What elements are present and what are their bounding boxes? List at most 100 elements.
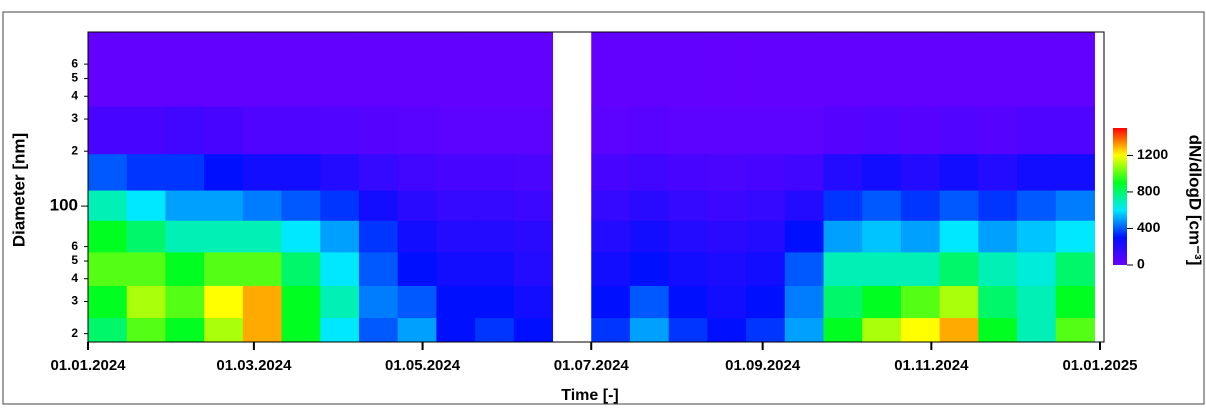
heatmap-cell bbox=[978, 190, 1018, 221]
heatmap-cell bbox=[1055, 220, 1095, 253]
heatmap-cell bbox=[88, 220, 128, 253]
heatmap-cell bbox=[823, 220, 863, 253]
heatmap-cell bbox=[165, 220, 205, 253]
heatmap-cell bbox=[397, 285, 437, 319]
heatmap-cell bbox=[242, 190, 283, 221]
heatmap-cell bbox=[320, 251, 360, 286]
heatmap-cell bbox=[242, 285, 283, 319]
heatmap-cell bbox=[862, 32, 902, 107]
heatmap-cell bbox=[242, 106, 283, 155]
heatmap-cell bbox=[668, 153, 708, 191]
heatmap-cell bbox=[242, 251, 283, 286]
heatmap-cell bbox=[320, 285, 360, 319]
heatmap-cell bbox=[397, 251, 437, 286]
heatmap-cell bbox=[629, 285, 670, 319]
heatmap-cell bbox=[784, 220, 824, 253]
heatmap-cell bbox=[978, 32, 1018, 107]
heatmap-cell bbox=[900, 153, 941, 191]
heatmap-cell bbox=[126, 285, 166, 319]
x-tick-label: 01.09.2024 bbox=[725, 357, 801, 374]
heatmap-cell bbox=[1017, 153, 1057, 191]
x-axis-label: Time [-] bbox=[561, 387, 618, 404]
x-tick-label: 01.11.2024 bbox=[894, 357, 969, 374]
heatmap-cell bbox=[978, 220, 1018, 253]
heatmap-cell bbox=[320, 106, 360, 155]
heatmap-cell bbox=[320, 153, 360, 191]
heatmap-cell bbox=[475, 220, 515, 253]
heatmap-cell bbox=[436, 153, 476, 191]
heatmap-cell bbox=[165, 32, 205, 107]
heatmap-cell bbox=[88, 106, 128, 155]
heatmap-cell bbox=[900, 285, 941, 319]
cells bbox=[88, 32, 1095, 342]
heatmap-cell bbox=[591, 153, 631, 191]
heatmap-cell bbox=[126, 153, 166, 191]
heatmap-cell bbox=[823, 251, 863, 286]
y-tick-label: 4 bbox=[71, 88, 78, 102]
heatmap-cell bbox=[513, 220, 554, 253]
heatmap-cell bbox=[320, 220, 360, 253]
heatmap-cell bbox=[746, 317, 786, 342]
heatmap-cell bbox=[204, 251, 244, 286]
heatmap-cell bbox=[939, 317, 979, 342]
heatmap-cell bbox=[823, 190, 863, 221]
heatmap-cell bbox=[900, 32, 941, 107]
heatmap-cell bbox=[823, 106, 863, 155]
heatmap-cell bbox=[784, 317, 824, 342]
heatmap-cell bbox=[900, 190, 941, 221]
heatmap-cell bbox=[1055, 32, 1095, 107]
heatmap-cell bbox=[707, 285, 747, 319]
plot-frame bbox=[87, 31, 1105, 343]
heatmap-cell bbox=[397, 317, 437, 342]
heatmap-cell bbox=[707, 153, 747, 191]
heatmap-cell bbox=[591, 317, 631, 342]
heatmap-cell bbox=[281, 285, 321, 319]
heatmap-cell bbox=[862, 106, 902, 155]
heatmap-cell bbox=[746, 220, 786, 253]
heatmap-cell bbox=[707, 190, 747, 221]
heatmap-cell bbox=[513, 190, 554, 221]
heatmap-cell bbox=[746, 106, 786, 155]
heatmap-cell bbox=[862, 220, 902, 253]
colorbar-tick-label: 800 bbox=[1137, 183, 1161, 199]
heatmap-cell bbox=[165, 190, 205, 221]
heatmap-cell bbox=[126, 317, 166, 342]
heatmap-cell bbox=[475, 153, 515, 191]
heatmap-cell bbox=[397, 190, 437, 221]
heatmap-cell bbox=[281, 32, 321, 107]
y-tick-label: 100 bbox=[50, 196, 78, 215]
y-tick-label: 5 bbox=[71, 71, 78, 85]
heatmap-cell bbox=[1055, 153, 1095, 191]
heatmap-cell bbox=[1017, 190, 1057, 221]
y-tick-label: 2 bbox=[71, 326, 78, 340]
heatmap-cell bbox=[784, 32, 824, 107]
heatmap-cell bbox=[358, 317, 399, 342]
heatmap-cell bbox=[165, 285, 205, 319]
heatmap-cell bbox=[707, 220, 747, 253]
heatmap-cell bbox=[939, 251, 979, 286]
heatmap-cell bbox=[629, 317, 670, 342]
heatmap-cell bbox=[939, 106, 979, 155]
heatmap-cell bbox=[668, 32, 708, 107]
heatmap-cell bbox=[746, 285, 786, 319]
outer-frame bbox=[2, 11, 1205, 405]
heatmap-cell bbox=[591, 106, 631, 155]
heatmap-cell bbox=[862, 251, 902, 286]
heatmap-cell bbox=[165, 251, 205, 286]
heatmap-cell bbox=[88, 153, 128, 191]
heatmap-cell bbox=[358, 153, 399, 191]
y-tick-label: 5 bbox=[71, 253, 78, 267]
heatmap-cell bbox=[746, 251, 786, 286]
heatmap-cell bbox=[281, 251, 321, 286]
heatmap-cell bbox=[707, 32, 747, 107]
colorbar-tick-label: 1200 bbox=[1137, 146, 1168, 162]
y-tick-label: 4 bbox=[71, 271, 78, 285]
y-tick-label: 3 bbox=[71, 111, 78, 125]
heatmap-cell bbox=[204, 317, 244, 342]
heatmap-cell bbox=[320, 317, 360, 342]
heatmap-cell bbox=[1055, 106, 1095, 155]
heatmap-cell bbox=[436, 106, 476, 155]
heatmap-cell bbox=[668, 106, 708, 155]
heatmap-cell bbox=[397, 153, 437, 191]
